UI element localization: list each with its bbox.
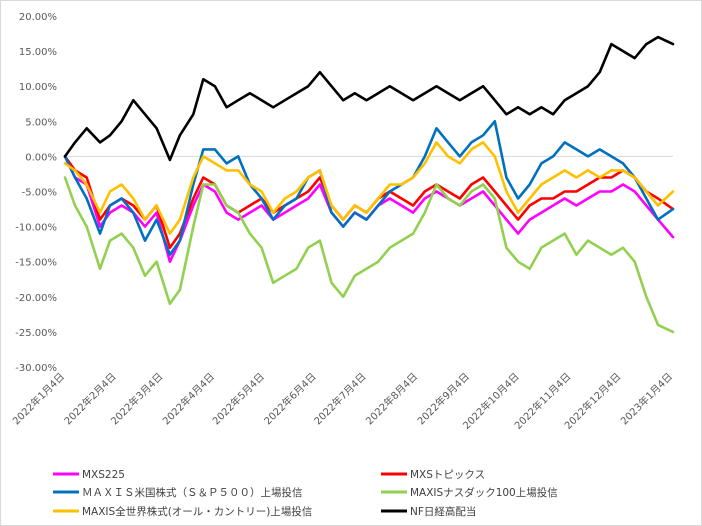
x-tick-label: 2022年8月4日 [363, 370, 420, 427]
legend-label: MAXISナスダック100上場投信 [410, 486, 558, 499]
y-axis: 20.00% 15.00% 10.00% 5.00% 0.00% -5.00% -10.00… [15, 12, 57, 374]
x-tick-label: 2022年9月4日 [414, 370, 471, 427]
legend-label: ＭＡＸＩＳ米国株式（Ｓ＆Ｐ５００）上場投信 [82, 486, 303, 499]
y-tick-label: 5.00% [25, 117, 57, 128]
plot-area [63, 35, 675, 334]
series-line-5 [63, 35, 675, 162]
y-tick-label: -10.00% [15, 223, 57, 234]
y-tick-label: -5.00% [22, 188, 57, 199]
series-line-3 [63, 176, 675, 334]
legend-label: MXSトピックス [410, 469, 485, 481]
y-tick-label: 10.00% [19, 82, 57, 93]
series-line-4 [63, 141, 675, 235]
x-tick-label: 2022年1月4日 [10, 370, 67, 427]
x-tick-label: 2022年4月4日 [160, 370, 217, 427]
x-tick-label: 2023年1月4日 [618, 370, 675, 427]
y-tick-label: 20.00% [19, 12, 57, 23]
legend: MXS225 MXSトピックス ＭＡＸＩＳ米国株式（Ｓ＆Ｐ５００）上場投信 MAXIS… [53, 469, 558, 518]
y-tick-label: -20.00% [15, 293, 57, 304]
legend-label: NF日経高配当 [410, 505, 476, 518]
legend-label: MXS225 [82, 469, 125, 481]
x-tick-label: 2022年5月4日 [210, 370, 267, 427]
y-tick-label: 0.00% [25, 152, 57, 163]
y-tick-label: -30.00% [15, 363, 57, 374]
y-tick-label: -25.00% [15, 328, 57, 339]
x-tick-label: 2022年7月4日 [311, 370, 368, 427]
y-tick-label: 15.00% [19, 47, 57, 58]
x-tick-label: 2022年6月4日 [261, 370, 318, 427]
y-tick-label: -15.00% [15, 258, 57, 269]
series-line-2 [63, 120, 675, 256]
legend-label: MAXIS全世界株式(オール・カントリー)上場投信 [82, 505, 312, 518]
